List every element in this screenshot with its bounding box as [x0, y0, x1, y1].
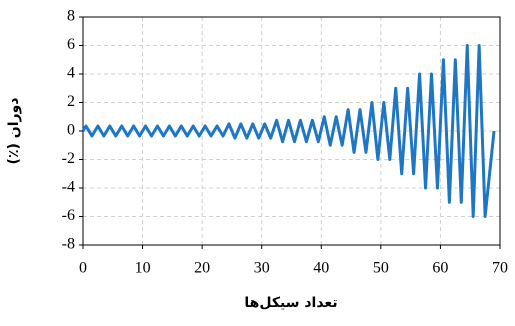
y-tick-label: -8 — [62, 236, 75, 253]
x-tick-label: 20 — [194, 260, 210, 277]
data-line — [81, 44, 496, 218]
y-tick-label: -6 — [62, 207, 75, 224]
x-tick-label: 60 — [432, 260, 448, 277]
x-tick-label: 30 — [254, 260, 270, 277]
y-tick-label: 4 — [67, 65, 75, 82]
y-tick-label: 0 — [67, 122, 75, 139]
y-tick-label: 2 — [67, 93, 75, 110]
y-tick-label: -2 — [62, 150, 75, 167]
y-tick-label: 8 — [67, 8, 75, 25]
x-tick-label: 0 — [79, 260, 87, 277]
x-tick-label: 40 — [313, 260, 329, 277]
x-tick-label: 70 — [492, 260, 508, 277]
x-tick-label: 50 — [373, 260, 389, 277]
y-tick-label: -4 — [62, 179, 75, 196]
x-axis-label: تعداد سیکل‌ها — [244, 295, 337, 311]
y-tick-label: 6 — [67, 36, 75, 53]
x-tick-label: 10 — [135, 260, 151, 277]
y-axis-label: دوران (٪) — [6, 98, 22, 165]
